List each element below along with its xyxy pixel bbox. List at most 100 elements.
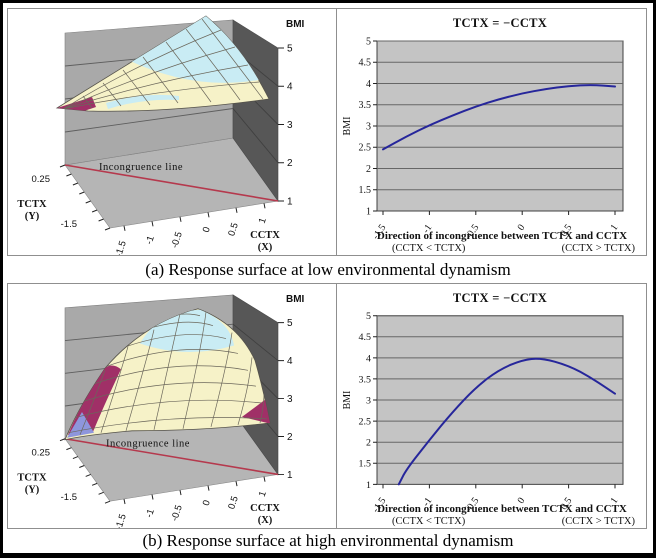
x-sublabel-right: (CCTX > TCTX): [562, 243, 636, 254]
x-tick: 0: [516, 496, 528, 506]
gridlines: [377, 315, 623, 464]
panel-a-line-chart: TCTX = −CCTX 5 4.5 4 3.5 3 2.5 2 1.5 1 B…: [336, 8, 647, 256]
x-axis-title: CCTX: [250, 503, 280, 514]
y-tick-top: 0.25: [32, 174, 51, 185]
x-tick-5: 1: [257, 490, 269, 498]
x-tick-4: 0.5: [226, 222, 241, 238]
bmi-curve: [382, 84, 616, 151]
z-tick-4: 4: [287, 82, 293, 93]
y-axis-title-sub: (Y): [25, 484, 40, 495]
x-tick-1: -1: [144, 235, 157, 246]
z-axis-title: BMI: [286, 19, 305, 30]
y-tick: 3: [366, 396, 371, 407]
surface-magenta-patch-right: [242, 399, 270, 424]
z-tick-1: 1: [287, 197, 293, 208]
z-tick-2: 2: [287, 432, 293, 443]
z-tick-3: 3: [287, 120, 293, 131]
x-tick-4: 0.5: [226, 495, 241, 511]
x-tick-0: -1.5: [113, 240, 129, 255]
x-tick: 0: [516, 222, 528, 232]
y-tick-top: 0.25: [32, 448, 50, 459]
incongruence-line-label: Incongruence line: [106, 439, 190, 450]
x-axis-title: CCTX: [250, 230, 280, 241]
z-tick-4: 4: [287, 356, 293, 367]
z-tick-5: 5: [287, 318, 293, 329]
z-tick-1: 1: [287, 470, 293, 481]
y-tick-bottom: -1.5: [61, 492, 77, 503]
x-tickmarks: [382, 484, 616, 489]
y-tick: 4: [366, 353, 371, 364]
y-tick: 4: [366, 79, 371, 90]
x-tick-5: 1: [257, 217, 269, 225]
x-tickmarks: [382, 211, 616, 215]
y-axis-title-sub: (Y): [25, 211, 40, 222]
z-axis-tickmarks: [278, 47, 284, 202]
y-tickmarks: [373, 315, 377, 485]
x-axis-title: Direction of incongruence between TCTX a…: [377, 230, 627, 242]
x-tick-3: 0: [201, 499, 213, 507]
y-axis-title: TCTX: [17, 472, 47, 483]
x-axis-title-sub: (X): [258, 515, 273, 526]
z-tick-5: 5: [287, 44, 293, 55]
panel-a-surface-3d: 5 4 3 2 1 BMI 0.25 -1.5 TCTX (Y) -1.5 -1…: [7, 8, 337, 256]
y-axis-title: BMI: [342, 391, 353, 410]
caption-b: (b) Response surface at high environment…: [142, 531, 514, 550]
x-axis-title-sub: (X): [258, 242, 273, 253]
x-axis-title: Direction of incongruence between TCTX a…: [377, 503, 627, 515]
y-tick: 1.5: [359, 459, 372, 470]
panel-b-line-chart: TCTX = −CCTX 5 4.5 4 3.5 3 2.5 2 1.5 1 B…: [336, 283, 647, 529]
line-chart-low-dynamism: TCTX = −CCTX 5 4.5 4 3.5 3 2.5 2 1.5 1 B…: [342, 16, 636, 254]
surface-cyan-band: [120, 16, 264, 83]
x-tick-2: -0.5: [169, 231, 185, 250]
y-tick: 1.5: [359, 185, 372, 196]
y-tick: 5: [366, 37, 371, 48]
y-tick: 3.5: [359, 100, 372, 111]
surface-3d-high-dynamism: 5 4 3 2 1 BMI 0.25 -1.5 TCTX (Y) -1.5 -1…: [17, 294, 305, 528]
surface-mesh: [62, 18, 264, 110]
x-sublabel-right: (CCTX > TCTX): [562, 516, 636, 527]
y-tick: 2: [366, 164, 371, 175]
x-axis-tickmarks: [123, 476, 266, 505]
caption-a: (a) Response surface at low environmenta…: [145, 260, 511, 279]
y-tick: 2.5: [359, 417, 372, 428]
incongruence-line-label: Incongruence line: [99, 162, 183, 173]
x-tick-2: -0.5: [169, 504, 185, 523]
y-tick: 4.5: [359, 58, 372, 69]
z-axis-tickmarks: [278, 322, 284, 475]
gridlines: [377, 40, 623, 191]
x-tick: 1: [609, 222, 621, 232]
y-axis-tickmarks: [59, 164, 111, 231]
x-axis-tickmarks: [123, 203, 266, 231]
bmi-curve: [397, 357, 616, 486]
z-axis-title: BMI: [286, 294, 305, 305]
surface-mesh: [67, 311, 268, 435]
x-tick: 1: [609, 496, 621, 506]
y-tick: 5: [366, 311, 371, 322]
incongruence-line: [64, 164, 279, 202]
x-tick-1: -1: [144, 508, 157, 519]
panel-b-surface-3d: 5 4 3 2 1 BMI 0.25 -1.5 TCTX (Y) -1.5 -1…: [7, 283, 337, 529]
y-axis-title: BMI: [342, 117, 353, 136]
y-axis-tickmarks: [59, 438, 111, 504]
y-tick: 4.5: [359, 332, 372, 343]
z-tick-3: 3: [287, 394, 293, 405]
y-tick: 1: [366, 480, 371, 491]
y-axis-title: TCTX: [17, 199, 47, 210]
y-tick: 1: [366, 207, 371, 218]
chart-title: TCTX = −CCTX: [453, 16, 547, 30]
y-tick-bottom: -1.5: [61, 219, 77, 230]
y-tick: 3: [366, 122, 371, 133]
x-tick-0: -1.5: [113, 513, 129, 528]
surface-3d-low-dynamism: 5 4 3 2 1 BMI 0.25 -1.5 TCTX (Y) -1.5 -1…: [17, 15, 305, 255]
line-chart-high-dynamism: TCTX = −CCTX 5 4.5 4 3.5 3 2.5 2 1.5 1 B…: [342, 291, 636, 527]
y-tickmarks: [373, 40, 377, 212]
y-tick: 2.5: [359, 143, 372, 154]
y-tick: 3.5: [359, 374, 372, 385]
x-tick-3: 0: [201, 226, 213, 234]
surface-cyan-sliver: [106, 94, 179, 109]
surface-blue-patch: [67, 411, 94, 438]
chart-title: TCTX = −CCTX: [453, 291, 547, 305]
x-sublabel-left: (CCTX < TCTX): [392, 243, 466, 254]
incongruence-line: [64, 437, 279, 476]
